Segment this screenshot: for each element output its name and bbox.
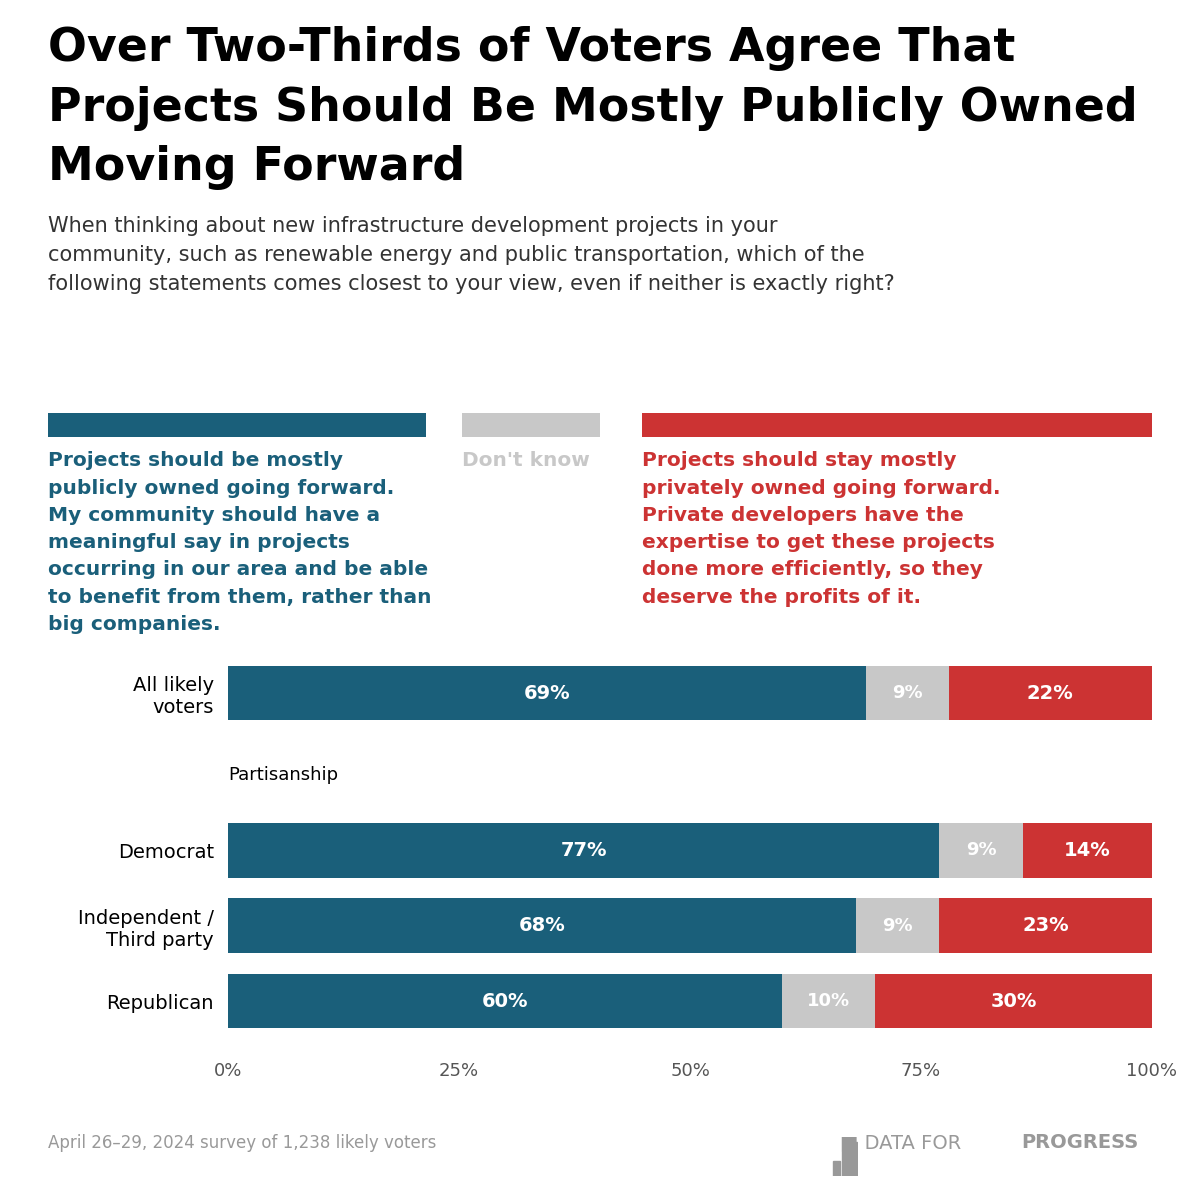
Bar [782,974,875,1029]
Text: Don't know: Don't know [462,451,590,470]
Text: 9%: 9% [892,684,923,702]
Bar [228,823,940,878]
Text: 68%: 68% [518,916,565,935]
Text: 69%: 69% [523,683,570,702]
Text: 30%: 30% [990,992,1037,1011]
Text: April 26–29, 2024 survey of 1,238 likely voters: April 26–29, 2024 survey of 1,238 likely… [48,1135,437,1152]
Text: PROGRESS: PROGRESS [1021,1133,1139,1152]
Text: 60%: 60% [482,992,528,1011]
Text: Projects Should Be Mostly Publicly Owned: Projects Should Be Mostly Publicly Owned [48,86,1138,131]
Text: Moving Forward: Moving Forward [48,145,466,190]
Text: 23%: 23% [1022,916,1069,935]
Text: 22%: 22% [1027,683,1074,702]
Bar [228,898,857,953]
Bar [857,898,940,953]
Text: When thinking about new infrastructure development projects in your
community, s: When thinking about new infrastructure d… [48,216,895,293]
Text: Over Two-Thirds of Voters Agree That: Over Two-Thirds of Voters Agree That [48,26,1015,71]
Text: Projects should stay mostly
privately owned going forward.
Private developers ha: Projects should stay mostly privately ow… [642,451,1001,607]
Bar [228,666,865,720]
Text: Projects should be mostly
publicly owned going forward.
My community should have: Projects should be mostly publicly owned… [48,451,432,634]
Text: 9%: 9% [966,841,996,859]
Text: 10%: 10% [808,992,850,1010]
Bar [841,1151,848,1176]
Text: 9%: 9% [882,917,913,935]
Text: 77%: 77% [560,841,607,860]
Bar [865,666,949,720]
Bar [875,974,1152,1029]
Text: ■ DATA FOR: ■ DATA FOR [840,1133,967,1152]
Bar [851,1142,858,1176]
Text: 14%: 14% [1064,841,1111,860]
Bar [940,823,1022,878]
Bar [833,1161,840,1176]
Text: Partisanship: Partisanship [228,766,338,784]
Bar [228,974,782,1029]
Bar [1022,823,1152,878]
Bar [940,898,1152,953]
Bar [949,666,1152,720]
